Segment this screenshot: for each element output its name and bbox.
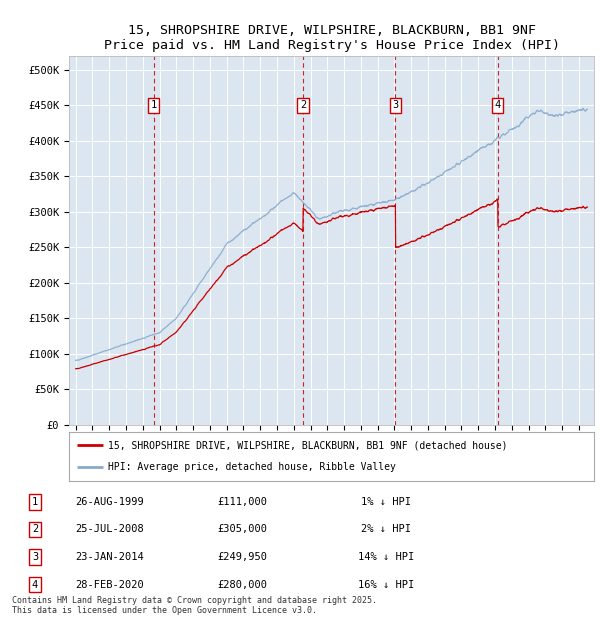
Text: 2% ↓ HPI: 2% ↓ HPI bbox=[361, 525, 412, 534]
Text: 26-AUG-1999: 26-AUG-1999 bbox=[76, 497, 144, 507]
Text: 14% ↓ HPI: 14% ↓ HPI bbox=[358, 552, 415, 562]
Text: £249,950: £249,950 bbox=[217, 552, 268, 562]
Text: Contains HM Land Registry data © Crown copyright and database right 2025.
This d: Contains HM Land Registry data © Crown c… bbox=[12, 596, 377, 615]
Text: 2: 2 bbox=[300, 100, 306, 110]
Text: 28-FEB-2020: 28-FEB-2020 bbox=[76, 580, 144, 590]
Text: 16% ↓ HPI: 16% ↓ HPI bbox=[358, 580, 415, 590]
Text: 4: 4 bbox=[32, 580, 38, 590]
Text: £111,000: £111,000 bbox=[217, 497, 268, 507]
Text: 25-JUL-2008: 25-JUL-2008 bbox=[76, 525, 144, 534]
Text: £280,000: £280,000 bbox=[217, 580, 268, 590]
Text: 23-JAN-2014: 23-JAN-2014 bbox=[76, 552, 144, 562]
Text: 3: 3 bbox=[392, 100, 398, 110]
Text: 4: 4 bbox=[494, 100, 501, 110]
Title: 15, SHROPSHIRE DRIVE, WILPSHIRE, BLACKBURN, BB1 9NF
Price paid vs. HM Land Regis: 15, SHROPSHIRE DRIVE, WILPSHIRE, BLACKBU… bbox=[104, 24, 560, 52]
Text: HPI: Average price, detached house, Ribble Valley: HPI: Average price, detached house, Ribb… bbox=[109, 463, 396, 472]
Text: 2: 2 bbox=[32, 525, 38, 534]
Text: £305,000: £305,000 bbox=[217, 525, 268, 534]
Text: 1: 1 bbox=[151, 100, 157, 110]
Text: 15, SHROPSHIRE DRIVE, WILPSHIRE, BLACKBURN, BB1 9NF (detached house): 15, SHROPSHIRE DRIVE, WILPSHIRE, BLACKBU… bbox=[109, 440, 508, 450]
Text: 3: 3 bbox=[32, 552, 38, 562]
Text: 1: 1 bbox=[32, 497, 38, 507]
Text: 1% ↓ HPI: 1% ↓ HPI bbox=[361, 497, 412, 507]
